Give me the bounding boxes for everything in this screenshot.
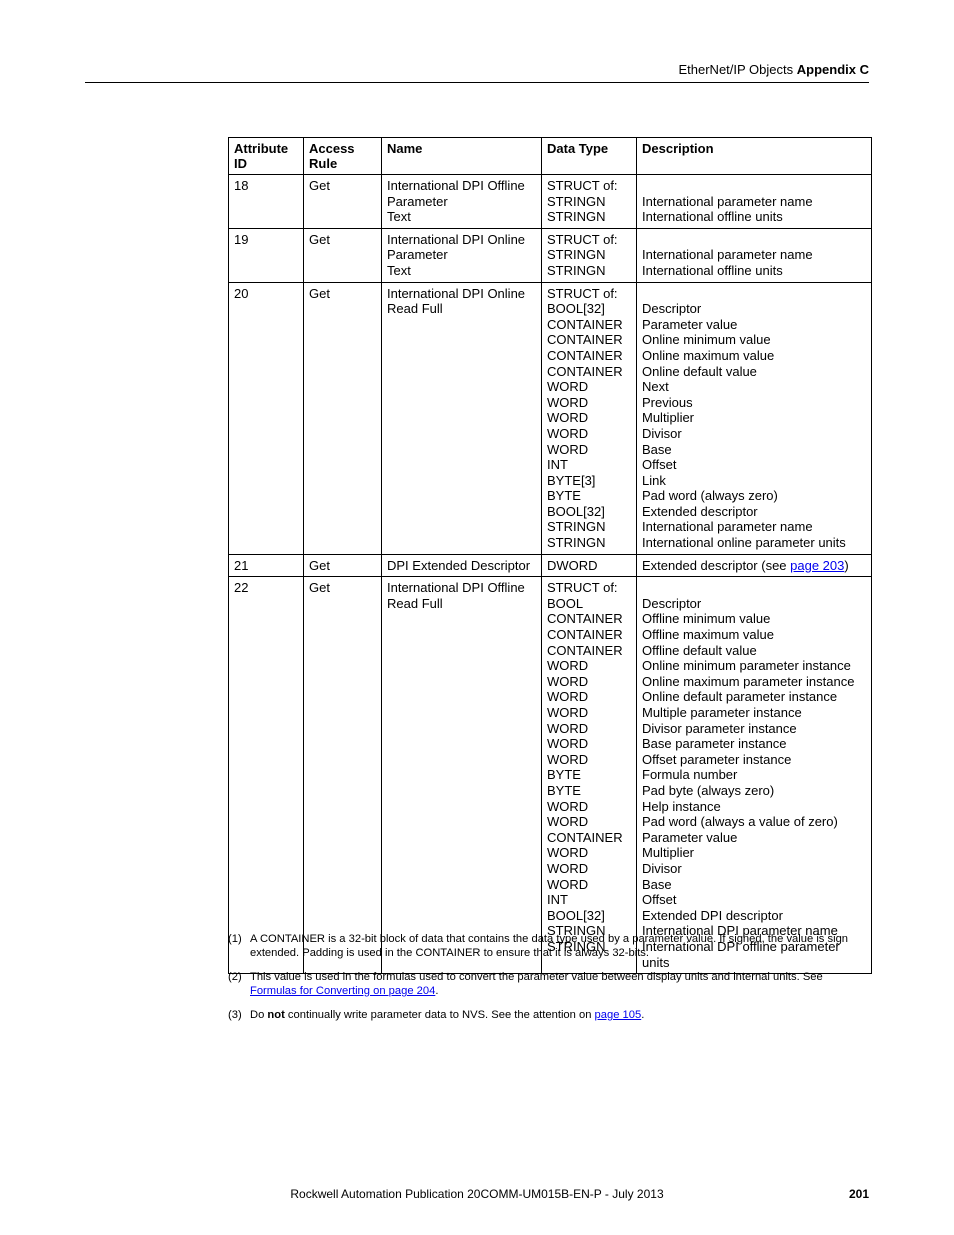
col-attribute-id: Attribute ID bbox=[229, 138, 304, 175]
cell-data-type: STRUCT of:BOOLCONTAINERCONTAINERCONTAINE… bbox=[542, 577, 637, 974]
table-row: 18GetInternational DPI Offline Parameter… bbox=[229, 175, 872, 229]
table-row: 22GetInternational DPI Offline Read Full… bbox=[229, 577, 872, 974]
footnote-text: Do not continually write parameter data … bbox=[250, 1008, 870, 1022]
cell-attribute-id: 20 bbox=[229, 282, 304, 554]
cell-access-rule: Get bbox=[304, 228, 382, 282]
cell-name: International DPI Offline Read Full bbox=[382, 577, 542, 974]
cell-name: DPI Extended Descriptor bbox=[382, 554, 542, 577]
footnote: (3)Do not continually write parameter da… bbox=[228, 1008, 870, 1022]
col-name: Name bbox=[382, 138, 542, 175]
header-appendix: Appendix C bbox=[797, 62, 869, 77]
cell-attribute-id: 19 bbox=[229, 228, 304, 282]
footnote-number: (1) bbox=[228, 932, 250, 960]
footnote: (2)This value is used in the formulas us… bbox=[228, 970, 870, 998]
cell-description: DescriptorParameter valueOnline minimum … bbox=[637, 282, 872, 554]
footnote-text: This value is used in the formulas used … bbox=[250, 970, 870, 998]
footnote-number: (3) bbox=[228, 1008, 250, 1022]
cell-attribute-id: 22 bbox=[229, 577, 304, 974]
cell-name: International DPI Online Read Full bbox=[382, 282, 542, 554]
cell-data-type: STRUCT of:STRINGNSTRINGN bbox=[542, 228, 637, 282]
table-row: 19GetInternational DPI Online ParameterT… bbox=[229, 228, 872, 282]
cell-name: International DPI Online ParameterText bbox=[382, 228, 542, 282]
header-section: EtherNet/IP Objects bbox=[678, 62, 793, 77]
footnote-text: A CONTAINER is a 32-bit block of data th… bbox=[250, 932, 870, 960]
attributes-table-wrap: Attribute ID Access Rule Name Data Type … bbox=[228, 137, 870, 974]
footnote: (1)A CONTAINER is a 32-bit block of data… bbox=[228, 932, 870, 960]
cell-description: International parameter nameInternationa… bbox=[637, 228, 872, 282]
cell-data-type: DWORD bbox=[542, 554, 637, 577]
footnotes: (1)A CONTAINER is a 32-bit block of data… bbox=[228, 932, 870, 1032]
cell-data-type: STRUCT of:STRINGNSTRINGN bbox=[542, 175, 637, 229]
col-access-rule: Access Rule bbox=[304, 138, 382, 175]
col-data-type: Data Type bbox=[542, 138, 637, 175]
cell-name: International DPI Offline ParameterText bbox=[382, 175, 542, 229]
table-row: 21GetDPI Extended DescriptorDWORDExtende… bbox=[229, 554, 872, 577]
cell-access-rule: Get bbox=[304, 554, 382, 577]
header-rule bbox=[85, 82, 869, 83]
footer-page-number: 201 bbox=[849, 1187, 869, 1201]
attributes-table: Attribute ID Access Rule Name Data Type … bbox=[228, 137, 872, 974]
cell-access-rule: Get bbox=[304, 282, 382, 554]
cell-data-type: STRUCT of:BOOL[32]CONTAINERCONTAINERCONT… bbox=[542, 282, 637, 554]
cell-access-rule: Get bbox=[304, 175, 382, 229]
cell-access-rule: Get bbox=[304, 577, 382, 974]
cell-attribute-id: 18 bbox=[229, 175, 304, 229]
col-description: Description bbox=[637, 138, 872, 175]
footnote-number: (2) bbox=[228, 970, 250, 998]
cell-attribute-id: 21 bbox=[229, 554, 304, 577]
table-header-row: Attribute ID Access Rule Name Data Type … bbox=[229, 138, 872, 175]
cell-description: DescriptorOffline minimum valueOffline m… bbox=[637, 577, 872, 974]
table-row: 20GetInternational DPI Online Read FullS… bbox=[229, 282, 872, 554]
cell-description: Extended descriptor (see page 203) bbox=[637, 554, 872, 577]
cell-description: International parameter nameInternationa… bbox=[637, 175, 872, 229]
footer-publication: Rockwell Automation Publication 20COMM-U… bbox=[0, 1187, 954, 1201]
page-header: EtherNet/IP Objects Appendix C bbox=[678, 62, 869, 77]
